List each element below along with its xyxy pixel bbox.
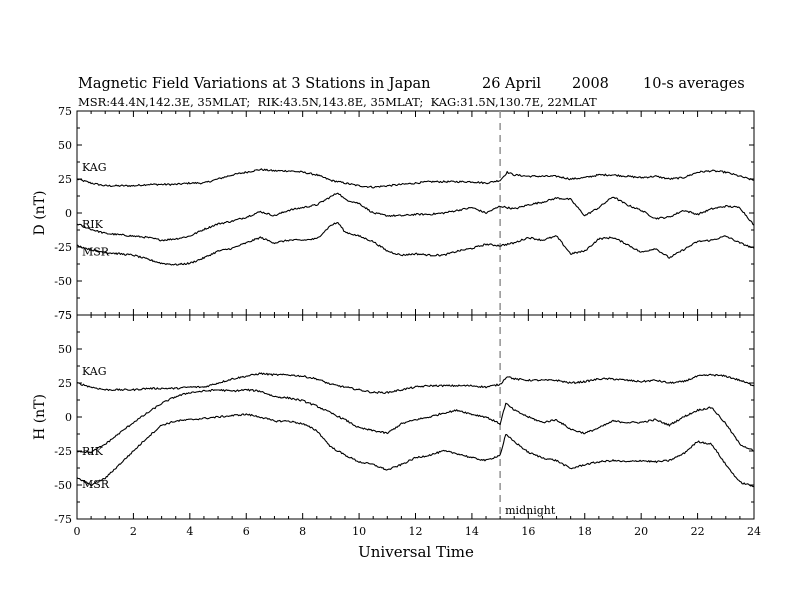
x-tick-label: 12 [409, 525, 423, 538]
series-line-msr [76, 413, 755, 488]
series-label-msr: MSR [82, 246, 110, 259]
series-line-kag [76, 168, 755, 189]
chart-averaging: 10-s averages [643, 76, 745, 92]
y-tick-label: -25 [54, 445, 72, 458]
series-label-kag: KAG [82, 161, 107, 174]
x-tick-label: 20 [634, 525, 648, 538]
y-tick-label: -25 [54, 241, 72, 254]
series-line-rik [76, 388, 754, 454]
midnight-annotation: midnight [505, 504, 556, 517]
series-label-rik: RIK [82, 445, 104, 458]
series-line-msr [76, 221, 755, 266]
x-tick-label: 8 [299, 525, 306, 538]
series-label-kag: KAG [82, 365, 107, 378]
y-axis-label: D (nT) [32, 191, 48, 236]
series-line-rik [76, 192, 755, 242]
y-tick-label: 25 [58, 377, 72, 390]
y-tick-label: 50 [58, 343, 72, 356]
y-tick-label: 25 [58, 173, 72, 186]
x-tick-label: 18 [578, 525, 592, 538]
series-line-kag [76, 372, 755, 394]
x-axis-label: Universal Time [358, 543, 474, 561]
chart-title: Magnetic Field Variations at 3 Stations … [78, 76, 431, 92]
x-tick-label: 4 [186, 525, 193, 538]
y-tick-label: 75 [58, 309, 72, 322]
y-axis-label: H (nT) [32, 394, 48, 440]
series-label-msr: MSR [82, 478, 110, 491]
y-tick-label: 75 [58, 105, 72, 118]
x-tick-label: 6 [243, 525, 250, 538]
panel-frame [76, 110, 755, 316]
d-component-panel: 75 50 25 0 -25 -50 -75 D (nT) KAG RIK MSR [32, 105, 755, 322]
y-tick-label: 50 [58, 139, 72, 152]
series-label-rik: RIK [82, 218, 104, 231]
x-tick-label: 16 [521, 525, 535, 538]
y-tick-label: 0 [65, 207, 72, 220]
x-tick-label: 2 [130, 525, 137, 538]
chart-header: Magnetic Field Variations at 3 Stations … [78, 76, 745, 109]
stations-line: MSR:44.4N,142.3E, 35MLAT; RIK:43.5N,143.… [78, 95, 597, 109]
x-tick-label: 14 [465, 525, 479, 538]
chart-year: 2008 [572, 76, 609, 92]
y-tick-label: 0 [65, 411, 72, 424]
panel-frame [76, 314, 755, 520]
y-tick-label: -50 [54, 275, 72, 288]
y-tick-label: -50 [54, 479, 72, 492]
x-tick-label: 0 [74, 525, 81, 538]
chart-date: 26 April [482, 76, 541, 92]
y-tick-label: -75 [54, 513, 72, 526]
x-tick-label: 24 [747, 525, 761, 538]
x-tick-label: 10 [352, 525, 366, 538]
x-tick-label: 22 [691, 525, 705, 538]
y-tick-label: -75 [54, 309, 72, 322]
